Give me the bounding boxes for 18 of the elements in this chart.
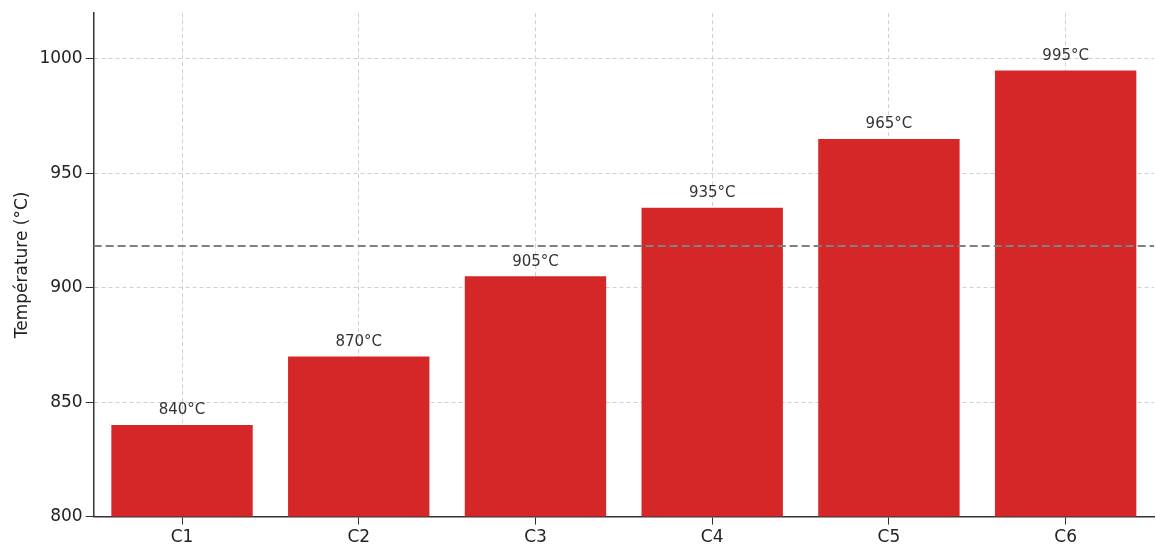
data-label: 870°C: [335, 331, 383, 350]
x-tick-label: C6: [1054, 526, 1077, 547]
y-axis-title: Température (°C): [10, 191, 31, 340]
y-tick-label: 800: [50, 505, 83, 526]
y-tick-label: 900: [50, 276, 83, 297]
x-tick-label: C1: [170, 526, 194, 547]
data-label: 995°C: [1042, 45, 1089, 64]
data-label: 905°C: [512, 251, 559, 270]
x-tick-label: C2: [347, 526, 371, 547]
x-tick-label: C4: [700, 526, 724, 547]
y-tick-label: 1000: [39, 47, 83, 68]
y-tick-label: 950: [50, 161, 83, 182]
data-label: 935°C: [688, 183, 736, 202]
data-label: 840°C: [158, 400, 206, 419]
data-label: 965°C: [865, 114, 913, 133]
y-tick-label: 850: [50, 390, 83, 411]
x-tick-label: C5: [877, 526, 901, 547]
x-tick-label: C3: [524, 526, 547, 547]
